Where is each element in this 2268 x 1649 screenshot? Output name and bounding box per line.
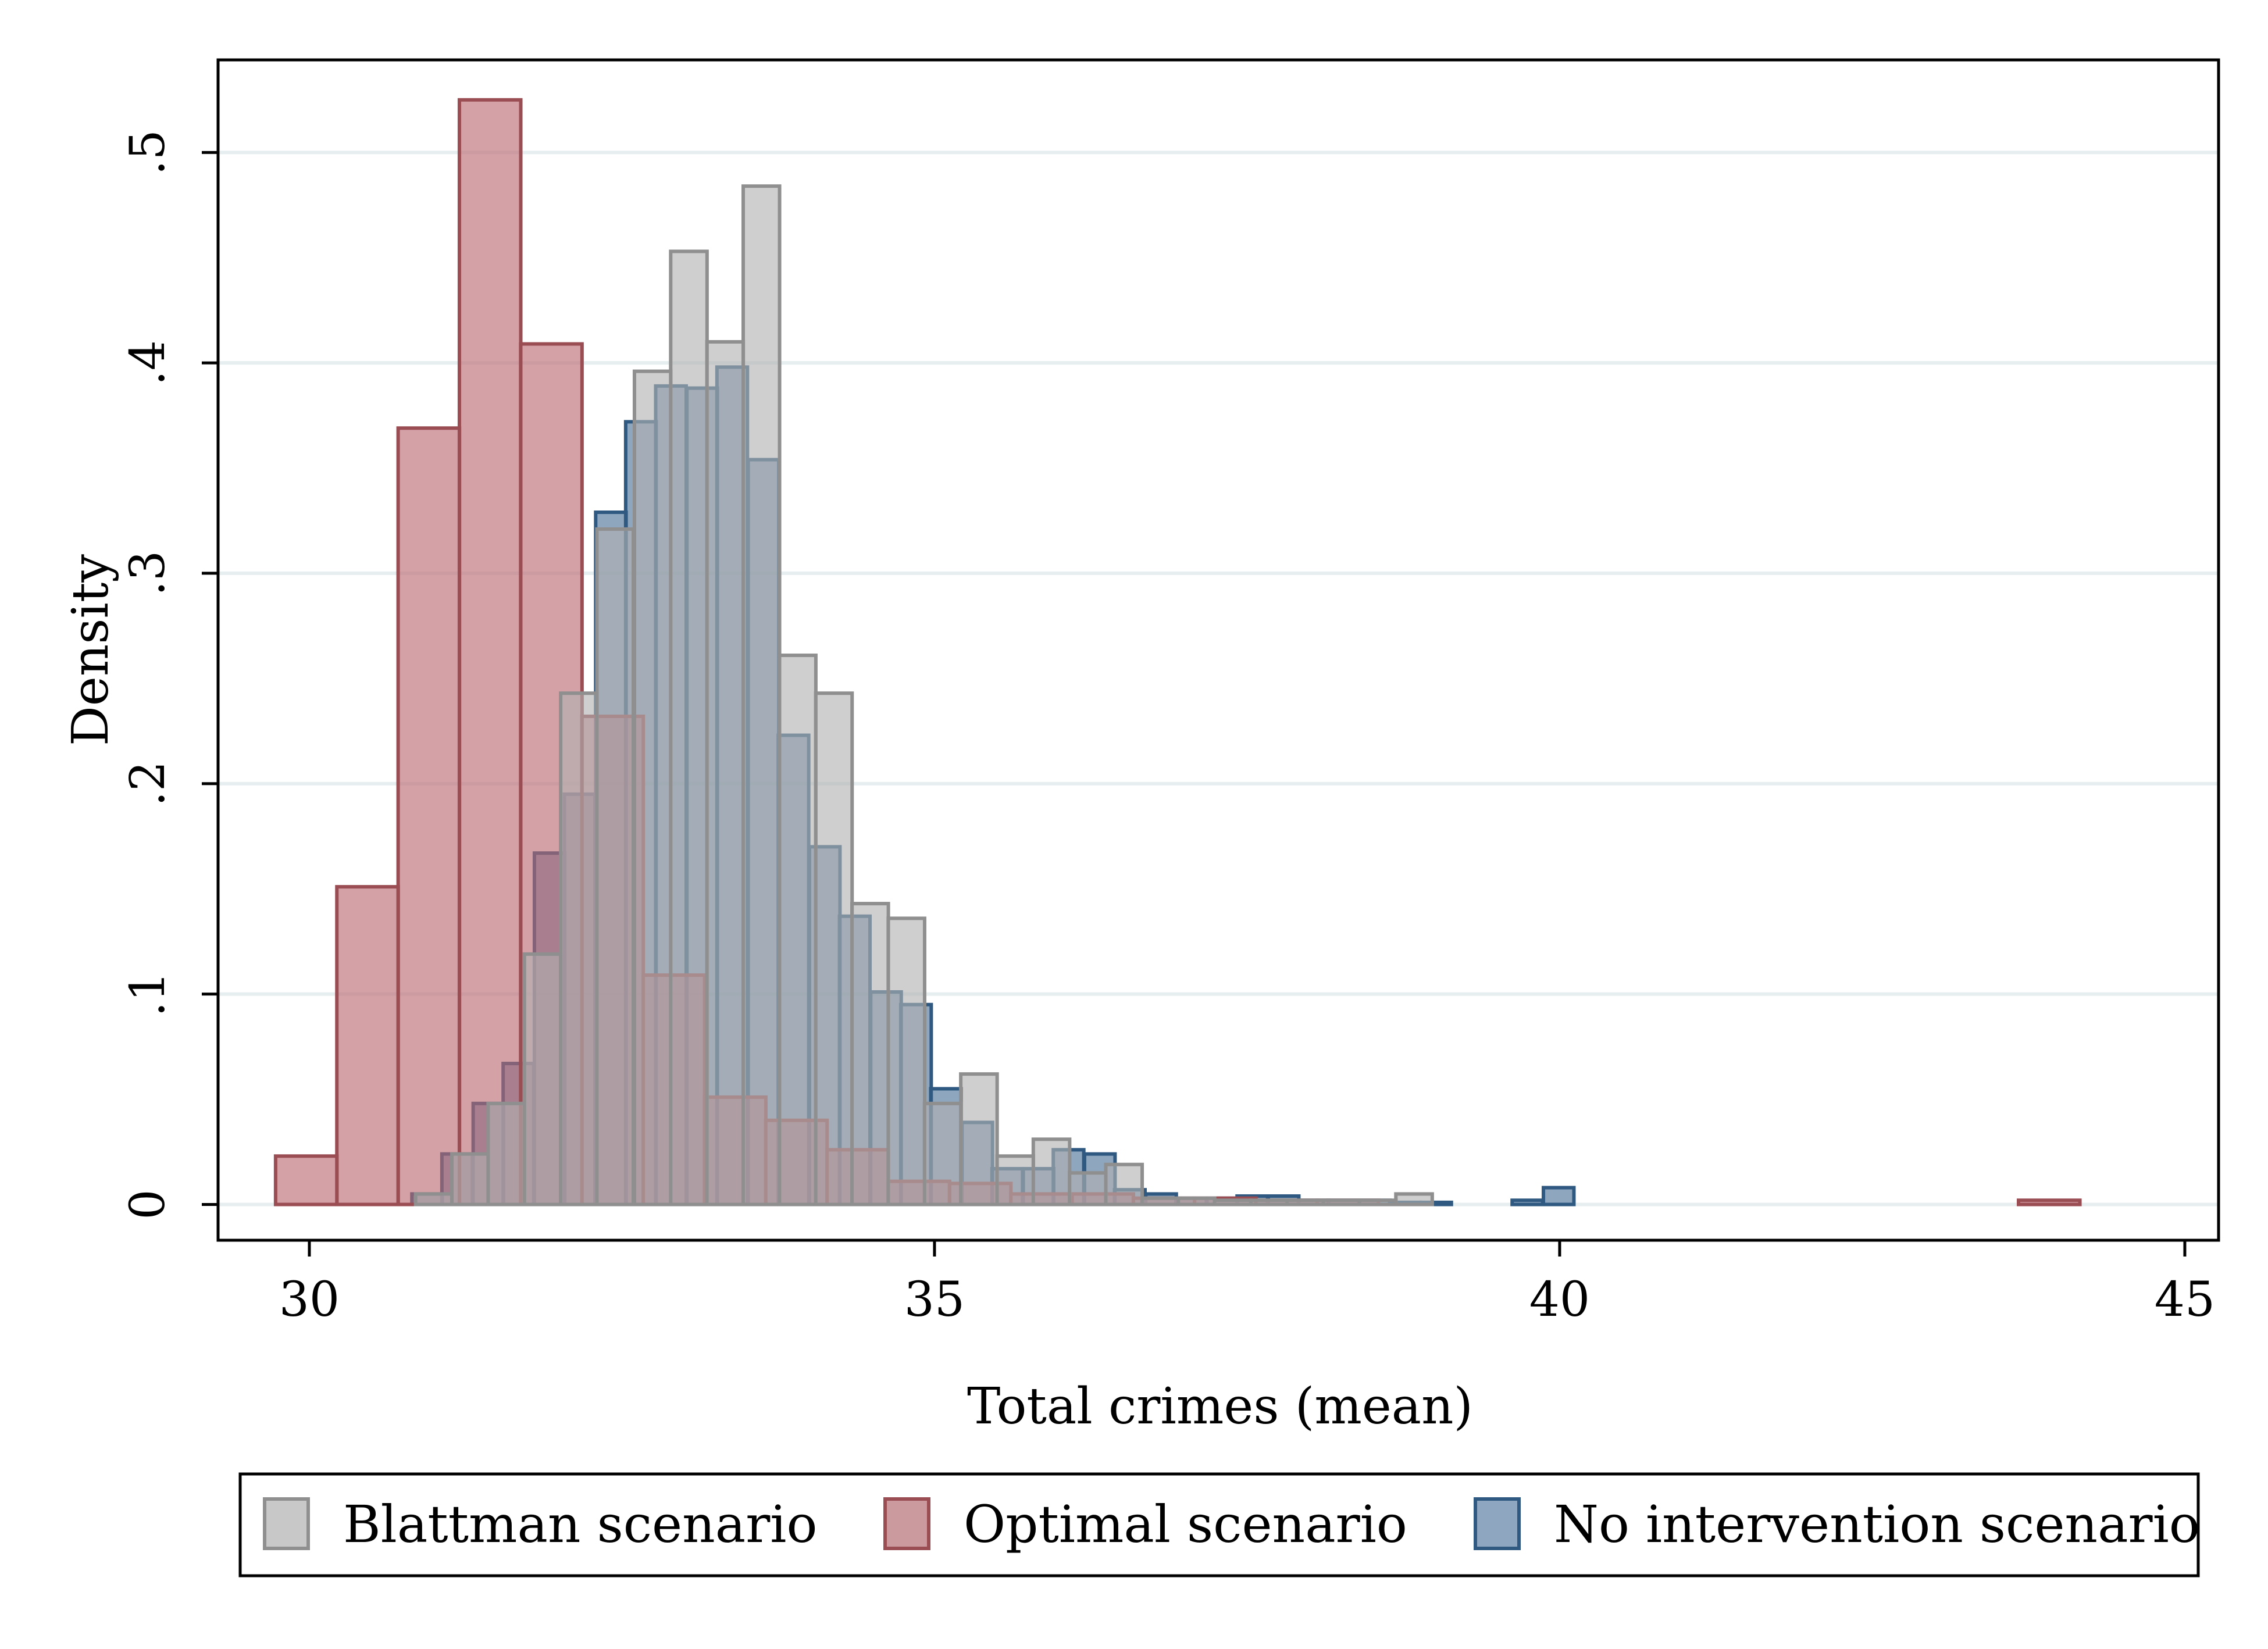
legend-label-no-intervention: No intervention scenario [1554,1494,2200,1554]
bar-series-2-bin-9 [741,184,782,1207]
bar-series-2-bin-3 [522,952,563,1207]
bar-series-2-bin-19 [1104,1162,1144,1207]
bar-series-2-bin-6 [632,369,673,1207]
y-axis: 0 .1 .2 .3 .4 .5 [120,130,218,1220]
bar-series-2-bin-26 [1357,1198,1398,1207]
bar-series-2-bin-22 [1213,1198,1253,1207]
bar-series-2-bin-12 [850,902,890,1207]
legend-swatch-blattman [263,1497,310,1550]
bar-series-2-bin-5 [595,527,636,1207]
legend-swatch-no-intervention [1474,1497,1521,1550]
bar-series-2-bin-13 [886,916,926,1207]
series-2 [413,184,1434,1207]
bar-series-1-bin-18 [2017,1198,2082,1207]
bar-series-2-bin-7 [669,249,709,1207]
x-axis: 30 35 40 45 [279,1240,2215,1327]
y-tick-label-3: .3 [120,551,176,596]
bar-series-1-bin-3 [457,98,523,1207]
plot-frame [216,58,2220,1242]
legend-item-optimal: Optimal scenario [883,1494,1407,1554]
histogram-bars [273,98,2082,1207]
bar-series-2-bin-24 [1285,1198,1325,1207]
bar-series-2-bin-11 [814,691,854,1207]
x-tick-label-3: 45 [2155,1272,2215,1327]
bar-series-1-bin-2 [396,426,462,1207]
bar-series-2-bin-20 [1140,1196,1181,1207]
legend-item-no-intervention: No intervention scenario [1474,1494,2200,1554]
bar-series-1-bin-0 [273,1154,339,1207]
legend: Blattman scenario Optimal scenario No in… [238,1472,2200,1577]
bar-series-2-bin-27 [1394,1192,1434,1207]
legend-item-blattman: Blattman scenario [263,1494,817,1554]
x-tick-label-2: 40 [1529,1272,1590,1327]
y-tick-label-0: 0 [120,1189,176,1219]
bar-series-2-bin-10 [778,654,818,1207]
bar-series-2-bin-8 [705,340,746,1207]
bar-series-0-bin-34 [1510,1198,1545,1207]
bar-series-2-bin-4 [559,691,599,1207]
bar-series-2-bin-17 [1031,1137,1072,1207]
bar-series-2-bin-18 [1068,1171,1108,1207]
x-tick-label-0: 30 [279,1272,340,1327]
y-tick-label-4: .4 [120,340,176,386]
legend-label-blattman: Blattman scenario [343,1494,817,1554]
y-tick-label-2: .2 [120,761,176,806]
bar-series-2-bin-0 [413,1192,454,1207]
x-axis-title: Total crimes (mean) [967,1377,1473,1436]
bar-series-1-bin-1 [335,885,400,1207]
y-tick-label-1: .1 [120,972,176,1017]
legend-swatch-optimal [883,1497,930,1550]
y-axis-title: Density [62,554,120,746]
bar-series-0-bin-35 [1542,1186,1576,1207]
bar-series-2-bin-14 [922,1101,963,1207]
y-tick-label-5: .5 [120,130,176,175]
bar-series-2-bin-23 [1249,1198,1289,1207]
bar-series-2-bin-1 [450,1152,490,1207]
bar-series-2-bin-21 [1176,1196,1217,1207]
bar-series-2-bin-16 [995,1154,1036,1207]
legend-box [238,1472,2200,1577]
legend-label-optimal: Optimal scenario [964,1494,1407,1554]
bar-series-2-bin-25 [1321,1198,1362,1207]
x-tick-label-1: 35 [904,1272,965,1327]
bar-series-2-bin-2 [486,1101,526,1207]
bar-series-2-bin-15 [959,1072,999,1207]
